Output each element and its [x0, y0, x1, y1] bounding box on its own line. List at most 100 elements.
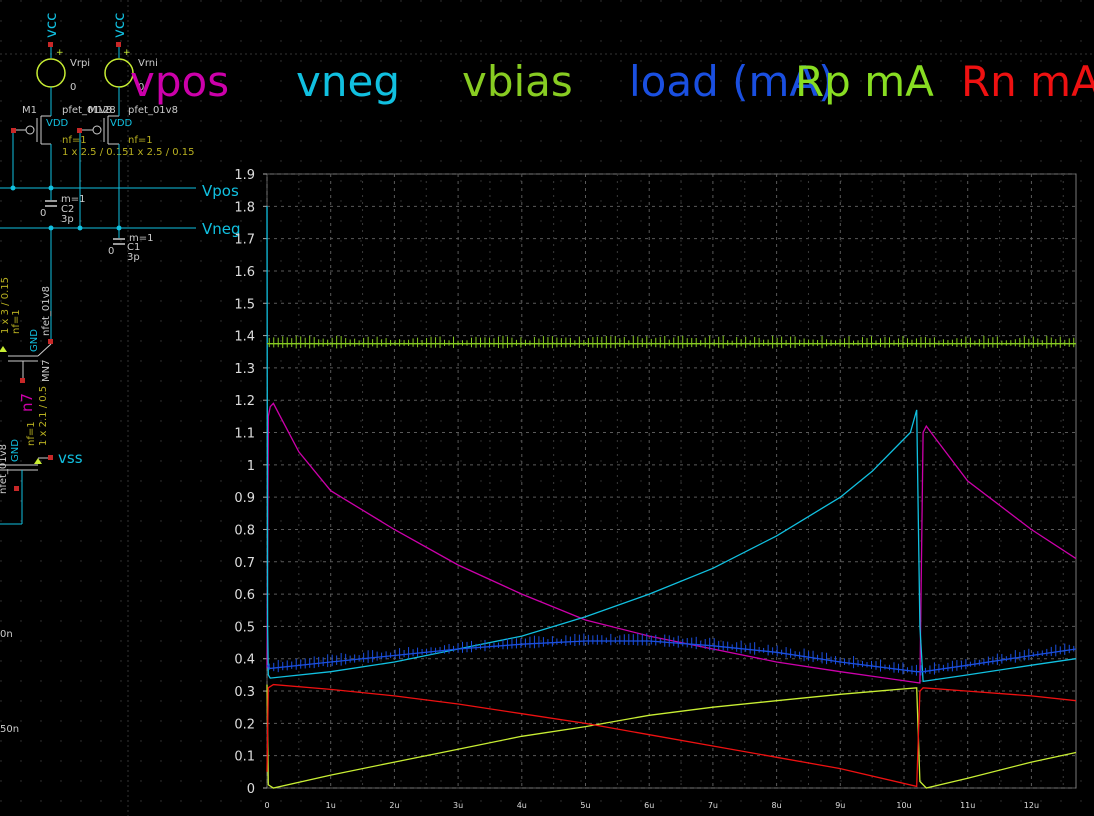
- y-tick-label: 0.9: [234, 491, 255, 506]
- y-tick-label: 1.4: [234, 330, 255, 345]
- legend-rn: Rn mA: [961, 57, 1094, 106]
- pin-marker: [48, 339, 53, 344]
- nfet-lower-wl: 1 x 2.1 / 0.5: [38, 386, 49, 446]
- series-vbias: [267, 335, 1076, 349]
- pin-vneg: Vneg: [202, 220, 241, 238]
- x-tick-label: 10u: [896, 801, 911, 810]
- y-tick-label: 0.1: [234, 750, 255, 765]
- pin-vpos: Vpos: [202, 182, 239, 200]
- legend-vneg: vneg: [296, 57, 400, 106]
- y-tick-label: 0.8: [234, 523, 255, 538]
- pin-marker: [14, 486, 19, 491]
- pfet-inst-2: M128: [88, 105, 116, 116]
- series-vneg: [266, 206, 1077, 683]
- nfet-arrow-icon: [0, 346, 7, 352]
- y-tick-label: 1.3: [234, 362, 255, 377]
- x-tick-label: 9u: [835, 801, 845, 810]
- pin-marker: [48, 455, 53, 460]
- pfet-nf-2: nf=1: [128, 135, 153, 146]
- traces: [266, 206, 1077, 789]
- y-tick-label: 0.6: [234, 588, 255, 603]
- schematic: vcc + Vrpi 0 vcc + Vrni 0 M1 pfet_01v8 V…: [0, 13, 241, 735]
- nfet-upper-bulk: GND: [29, 329, 40, 352]
- x-tick-label: 8u: [772, 801, 782, 810]
- y-tick-label: 1.9: [234, 168, 255, 183]
- left-text-0n: 0n: [0, 629, 13, 640]
- cap-value-1: 3p: [127, 252, 140, 263]
- nfet-upper-model: nfet_01v8: [41, 286, 52, 336]
- pin-marker: [48, 42, 53, 47]
- series-rp-ma: [266, 684, 1077, 789]
- net-label-n7: n7: [18, 393, 36, 412]
- x-tick-label: 0: [264, 801, 269, 810]
- y-tick-label: 1.7: [234, 233, 255, 248]
- nfet-upper-wl: 1 x 3 / 0.15: [0, 277, 11, 334]
- pfet-bulk-1: VDD: [46, 118, 69, 129]
- series-line: [266, 402, 1077, 684]
- cap-name-2: C2: [61, 204, 74, 215]
- pin-vss: vss: [58, 449, 83, 467]
- x-axis: 0 1u 2u 3u 4u 5u 6u 7u 8u 9u 10u 11u 12u: [264, 801, 1039, 810]
- x-tick-label: 7u: [708, 801, 718, 810]
- y-tick-label: 1.1: [234, 427, 255, 442]
- series-rn-ma: [266, 683, 1077, 788]
- y-tick-label: 0.5: [234, 620, 255, 635]
- legend-vbias: vbias: [462, 57, 573, 106]
- legend-rp: Rp mA: [795, 57, 934, 106]
- series-vpos: [266, 402, 1077, 684]
- pfet-inst-1: M1: [22, 105, 37, 116]
- source-name-2: Vrni: [138, 58, 158, 69]
- pin-marker: [77, 128, 82, 133]
- nfet-upper-nf: nf=1: [11, 309, 22, 334]
- pfet-wl-1: 1 x 2.5 / 0.15: [62, 147, 129, 158]
- pfet-model-1: pfet_01v8: [62, 105, 112, 116]
- cap-name-1: C1: [127, 242, 140, 253]
- cap-gnd-2: 0: [40, 208, 46, 219]
- y-tick-label: 0: [247, 782, 255, 797]
- nfet-arrow-icon: [34, 458, 42, 464]
- pfet-nf-1: nf=1: [62, 135, 87, 146]
- y-tick-label: 1.8: [234, 200, 255, 215]
- y-tick-label: 1.6: [234, 265, 255, 280]
- svg-text:+: +: [56, 48, 64, 58]
- nfet-lower-model: nfet_01v8: [0, 444, 9, 494]
- y-tick-label: 0.4: [234, 653, 255, 668]
- nfet-lower-bulk: GND: [10, 439, 21, 462]
- series-line: [266, 683, 1077, 788]
- cap-value-2: 3p: [61, 214, 74, 225]
- plot-area[interactable]: 0 0.1 0.2 0.3 0.4 0.5 0.6 0.7 0.8 0.9 1 1.1 1.2 1.3 1.…: [234, 168, 1077, 810]
- x-tick-label: 2u: [389, 801, 399, 810]
- series-line: [266, 640, 1077, 673]
- pfet-bulk-2: VDD: [110, 118, 133, 129]
- pin-marker: [20, 378, 25, 383]
- y-tick-label: 1.5: [234, 297, 255, 312]
- y-axis: 0 0.1 0.2 0.3 0.4 0.5 0.6 0.7 0.8 0.9 1 1.1 1.2 1.3 1.…: [234, 168, 267, 797]
- series-line: [266, 206, 1077, 683]
- x-tick-label: 3u: [453, 801, 463, 810]
- nfet-upper-inst: MN7: [41, 360, 52, 382]
- pfet-model-2: pfet_01v8: [128, 105, 178, 116]
- source-name-1: Vrpi: [70, 58, 90, 69]
- series-load-ma-: [266, 633, 1077, 676]
- left-text-50n: 50n: [0, 724, 19, 735]
- y-tick-label: 0.2: [234, 717, 255, 732]
- x-tick-label: 12u: [1024, 801, 1039, 810]
- y-tick-label: 0.7: [234, 556, 255, 571]
- legend: vpos vneg vbias load (mA) Rp mA Rn mA: [130, 57, 1094, 106]
- vcc-label-1: vcc: [42, 13, 60, 38]
- y-tick-label: 1: [247, 459, 255, 474]
- svg-text:+: +: [123, 48, 131, 58]
- source-value-2: 0: [138, 82, 144, 93]
- vcc-label-2: vcc: [110, 13, 128, 38]
- x-tick-label: 5u: [580, 801, 590, 810]
- y-tick-label: 1.2: [234, 394, 255, 409]
- pin-marker: [11, 128, 16, 133]
- pfet-wl-2: 1 x 2.5 / 0.15: [128, 147, 195, 158]
- cap-m-1: m=1: [129, 233, 153, 244]
- y-tick-label: 0.3: [234, 685, 255, 700]
- series-line: [266, 684, 1077, 789]
- legend-load: load (mA): [629, 57, 835, 106]
- pin-marker: [116, 42, 121, 47]
